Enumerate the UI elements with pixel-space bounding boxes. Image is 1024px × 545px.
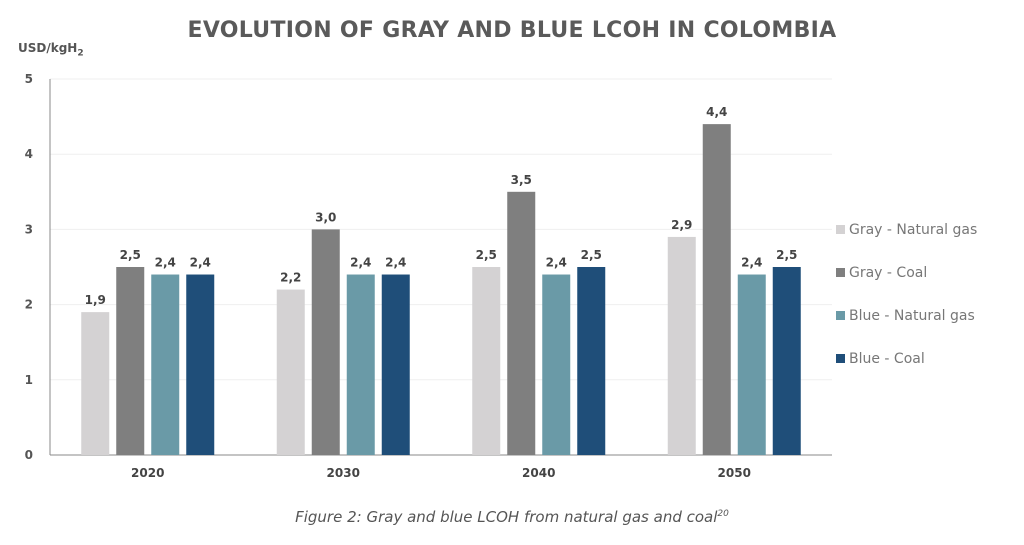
data-label: 2,2: [280, 271, 301, 285]
legend-swatch: [836, 225, 845, 234]
y-axis-label: USD/kgH2: [18, 41, 84, 58]
caption-text: Figure 2: Gray and blue LCOH from natura…: [295, 508, 718, 526]
legend-item: Blue - Natural gas: [836, 294, 977, 337]
data-label: 2,5: [476, 248, 497, 262]
bar: [311, 229, 340, 455]
y-tick-label: 3: [25, 222, 33, 236]
data-label: 4,4: [706, 105, 727, 119]
legend: Gray - Natural gas Gray - Coal Blue - Na…: [836, 208, 977, 380]
bar: [381, 274, 410, 455]
y-tick-label: 0: [25, 448, 33, 462]
figure-caption: Figure 2: Gray and blue LCOH from natura…: [0, 508, 1024, 526]
bar: [472, 267, 501, 455]
legend-swatch: [836, 311, 845, 320]
x-tick-label: 2050: [718, 466, 751, 480]
data-label: 3,0: [315, 210, 336, 224]
chart-title: EVOLUTION OF GRAY AND BLUE LCOH IN COLOM…: [187, 18, 837, 43]
legend-swatch: [836, 354, 845, 363]
bar: [81, 312, 110, 455]
bar: [186, 274, 215, 455]
bar: [276, 289, 305, 455]
x-tick-label: 2040: [522, 466, 555, 480]
bar: [116, 267, 145, 455]
y-axis-label-text: USD/kgH: [18, 41, 78, 55]
y-axis-label-subscript: 2: [77, 48, 84, 59]
bar: [577, 267, 606, 455]
bar: [702, 124, 731, 456]
y-tick-label: 4: [25, 147, 33, 161]
bar: [542, 274, 571, 455]
legend-item: Blue - Coal: [836, 337, 977, 380]
y-tick-label: 1: [25, 373, 33, 387]
legend-swatch: [836, 268, 845, 277]
bar: [346, 274, 375, 455]
data-label: 3,5: [511, 173, 532, 187]
data-label: 2,4: [546, 256, 567, 270]
data-label: 2,5: [581, 248, 602, 262]
y-tick-label: 2: [25, 298, 33, 312]
bar: [667, 236, 696, 455]
data-label: 2,4: [385, 256, 406, 270]
legend-label: Gray - Natural gas: [849, 221, 978, 238]
y-tick-label: 5: [25, 72, 33, 86]
legend-label: Blue - Coal: [849, 350, 925, 367]
data-label: 2,9: [671, 218, 692, 232]
legend-item: Gray - Natural gas: [836, 208, 977, 251]
bar: [507, 191, 536, 456]
caption-footnote: 20: [717, 509, 729, 519]
bar: [772, 267, 801, 455]
legend-label: Gray - Coal: [849, 264, 928, 281]
x-tick-label: 2020: [131, 466, 164, 480]
data-label: 2,4: [741, 256, 762, 270]
data-label: 1,9: [85, 293, 106, 307]
data-label: 2,4: [350, 256, 371, 270]
data-label: 2,4: [190, 256, 211, 270]
legend-item: Gray - Coal: [836, 251, 977, 294]
data-label: 2,5: [120, 248, 141, 262]
x-tick-label: 2030: [327, 466, 360, 480]
bar: [151, 274, 180, 455]
legend-label: Blue - Natural gas: [849, 307, 975, 324]
data-label: 2,4: [155, 256, 176, 270]
bar: [737, 274, 766, 455]
data-label: 2,5: [776, 248, 797, 262]
